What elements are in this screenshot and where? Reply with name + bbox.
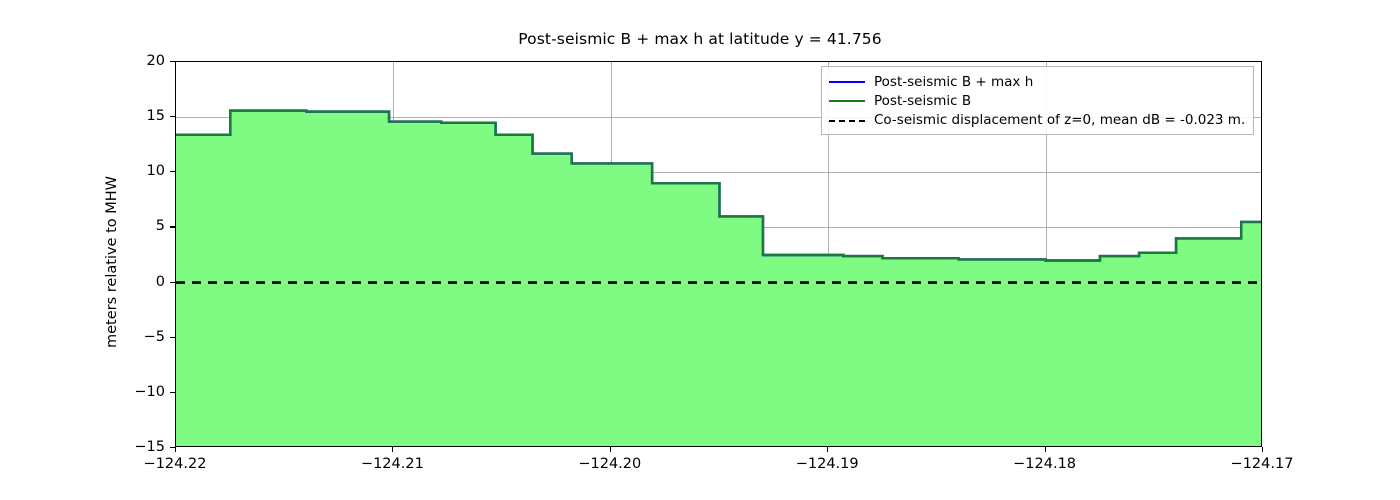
y-tick-mark [170,226,175,228]
x-tick-label: −124.20 [578,456,642,472]
x-tick-label: −124.21 [360,456,424,472]
y-tick-label: −10 [134,383,165,400]
y-tick-mark [170,391,175,393]
y-tick-label: 15 [146,108,165,125]
x-tick-mark [827,447,829,452]
legend-entry-post-seismic-b-plus-max-h[interactable]: Post-seismic B + max h [829,72,1245,91]
y-tick-label: 5 [155,218,165,235]
y-tick-mark [170,116,175,118]
gridline-horizontal [176,172,1261,174]
x-tick-mark [1262,447,1264,452]
x-tick-label: −124.17 [1230,456,1294,472]
x-tick-label: −124.19 [795,456,859,472]
y-tick-mark [170,336,175,338]
legend-entry-post-seismic-b[interactable]: Post-seismic B [829,91,1245,110]
x-tick-label: −124.18 [1013,456,1077,472]
legend-swatch-blue-line [829,76,865,88]
x-tick-mark [609,447,611,452]
gridline-horizontal [176,117,1261,119]
series-line-post-seismic-b [176,109,1261,262]
legend-label: Post-seismic B [874,92,972,109]
legend-swatch-black-dashed-line [829,114,865,126]
x-tick-mark [175,447,177,452]
y-tick-label: 10 [146,163,165,180]
x-tick-mark [392,447,394,452]
x-tick-mark [1044,447,1046,452]
y-tick-mark [170,171,175,173]
y-tick-label: −5 [143,328,165,345]
y-tick-mark [170,61,175,63]
y-tick-mark [170,281,175,283]
y-axis-label: meters relative to MHW [104,176,120,348]
x-tick-label: −124.22 [143,456,207,472]
chart-legend[interactable]: Post-seismic B + max h Post-seismic B Co… [821,66,1255,135]
legend-label: Co-seismic displacement of z=0, mean dB … [874,111,1246,128]
legend-entry-co-seismic-displacement[interactable]: Co-seismic displacement of z=0, mean dB … [829,110,1245,129]
y-tick-mark [170,447,175,449]
y-tick-label: 20 [146,53,165,69]
data-series-layer [176,109,1261,446]
gridline-vertical [1045,62,1047,446]
y-tick-label: −15 [134,439,165,455]
chart-title: Post-seismic B + max h at latitude y = 4… [518,30,882,48]
legend-swatch-green-line [829,95,865,107]
area-fill [176,110,1261,446]
y-tick-label: 0 [155,273,165,290]
legend-label: Post-seismic B + max h [874,73,1034,90]
